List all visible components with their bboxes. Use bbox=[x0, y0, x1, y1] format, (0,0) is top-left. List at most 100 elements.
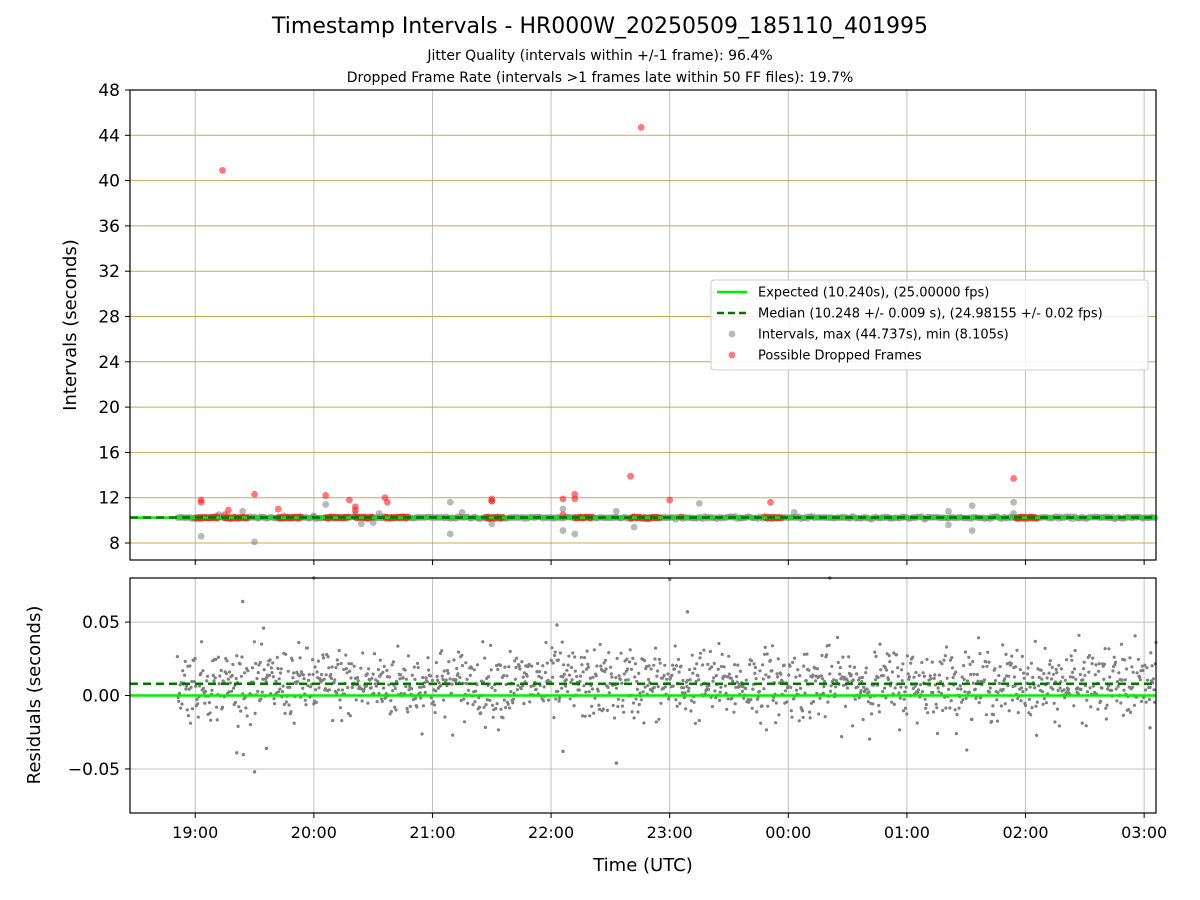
residual-point bbox=[432, 703, 437, 707]
residual-point bbox=[678, 701, 682, 706]
residual-point bbox=[387, 675, 392, 679]
residual-point bbox=[537, 670, 542, 674]
residual-point bbox=[346, 711, 350, 716]
residual-point bbox=[935, 731, 940, 736]
residual-point bbox=[350, 662, 354, 666]
residual-point bbox=[1010, 654, 1014, 658]
residual-point bbox=[234, 677, 238, 681]
residual-point bbox=[583, 714, 587, 718]
residual-point bbox=[914, 670, 918, 675]
residual-point bbox=[815, 691, 819, 696]
residual-point bbox=[982, 678, 987, 682]
residual-point bbox=[864, 666, 868, 670]
residual-point bbox=[631, 701, 636, 705]
residual-point bbox=[681, 678, 685, 683]
residual-point bbox=[322, 677, 326, 681]
chart-title: Timestamp Intervals - HR000W_20250509_18… bbox=[272, 14, 928, 39]
residual-point bbox=[724, 691, 728, 695]
residual-point bbox=[396, 644, 400, 648]
residual-point bbox=[491, 715, 495, 719]
residual-point bbox=[301, 686, 305, 690]
residual-point bbox=[641, 690, 645, 694]
residual-point bbox=[493, 688, 497, 693]
residual-point bbox=[277, 677, 281, 681]
residual-point bbox=[735, 680, 739, 684]
residual-point bbox=[727, 672, 732, 676]
residual-point bbox=[691, 671, 695, 675]
residual-point bbox=[566, 690, 570, 694]
residual-point bbox=[348, 669, 352, 673]
residual-point bbox=[1012, 675, 1017, 679]
residual-point bbox=[1140, 664, 1144, 668]
residual-point bbox=[916, 688, 921, 692]
residual-point bbox=[798, 686, 803, 691]
residual-point bbox=[515, 688, 519, 692]
residual-point bbox=[675, 704, 679, 708]
residual-point bbox=[201, 669, 205, 673]
residual-point bbox=[959, 687, 963, 691]
residual-point bbox=[372, 652, 377, 656]
residual-point bbox=[905, 654, 910, 658]
residual-point bbox=[517, 664, 521, 669]
residual-point bbox=[505, 674, 509, 678]
residual-point bbox=[376, 679, 380, 684]
residual-point bbox=[665, 677, 669, 681]
residual-point bbox=[547, 698, 551, 702]
residual-point bbox=[968, 662, 972, 667]
residual-point bbox=[945, 645, 949, 649]
residual-point bbox=[237, 705, 241, 709]
residual-point bbox=[308, 685, 313, 689]
x-tick-label: 21:00 bbox=[409, 823, 455, 842]
residual-point bbox=[571, 651, 575, 655]
residual-point bbox=[460, 664, 465, 668]
residual-point bbox=[381, 670, 385, 674]
residual-point bbox=[1040, 690, 1045, 694]
residual-point bbox=[1112, 655, 1116, 659]
residual-point bbox=[1029, 661, 1033, 665]
residual-point bbox=[443, 715, 447, 719]
residual-point bbox=[186, 714, 191, 718]
residual-point bbox=[996, 690, 1000, 695]
residual-point bbox=[840, 675, 844, 679]
bottom-y-axis-label: Residuals (seconds) bbox=[24, 606, 45, 785]
residual-point bbox=[339, 661, 343, 666]
residual-point bbox=[770, 669, 774, 673]
residual-point bbox=[359, 666, 363, 670]
residual-point bbox=[1132, 703, 1137, 707]
residual-point bbox=[415, 705, 419, 709]
residual-point bbox=[380, 699, 384, 704]
residual-point bbox=[556, 689, 560, 693]
residual-point bbox=[853, 697, 857, 701]
residual-point bbox=[760, 704, 764, 708]
residual-point bbox=[828, 689, 833, 694]
residual-point bbox=[512, 691, 516, 695]
residual-point bbox=[677, 670, 681, 674]
residual-point bbox=[643, 685, 647, 689]
residual-point bbox=[954, 670, 958, 674]
residual-point bbox=[841, 683, 846, 687]
residual-point bbox=[892, 702, 897, 707]
dropped-frame-point bbox=[383, 498, 391, 506]
residual-point bbox=[1069, 654, 1073, 658]
residual-point bbox=[1082, 667, 1086, 671]
residual-point bbox=[1074, 677, 1078, 681]
residual-point bbox=[466, 688, 470, 692]
residual-point bbox=[303, 698, 307, 702]
residual-point bbox=[956, 687, 960, 691]
residual-point bbox=[421, 704, 425, 708]
residual-point bbox=[514, 665, 518, 670]
residual-point bbox=[1150, 664, 1154, 668]
residual-point bbox=[1110, 688, 1114, 693]
residual-point bbox=[283, 711, 287, 716]
residual-point bbox=[934, 702, 938, 706]
residual-point bbox=[1039, 668, 1043, 672]
residual-point bbox=[774, 721, 778, 725]
residual-point bbox=[688, 668, 692, 672]
residual-point bbox=[967, 690, 972, 694]
residual-point bbox=[507, 706, 512, 710]
residual-point bbox=[1152, 688, 1156, 692]
residual-point bbox=[344, 667, 348, 671]
top-y-axis-label: Intervals (seconds) bbox=[60, 239, 81, 411]
residual-point bbox=[320, 672, 324, 677]
residual-point bbox=[924, 703, 929, 707]
